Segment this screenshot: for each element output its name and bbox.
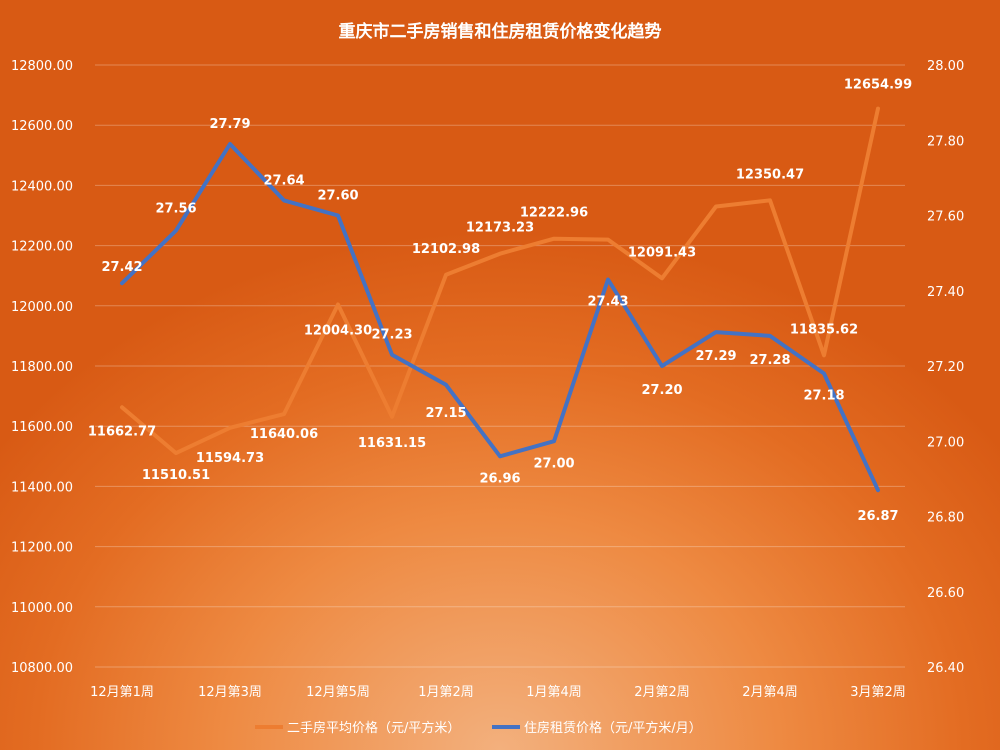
- data-label: 27.60: [317, 189, 358, 204]
- data-label: 11662.77: [88, 424, 156, 439]
- data-label: 27.43: [587, 294, 628, 309]
- y-left-tick-label: 10800.00: [11, 661, 73, 676]
- data-label: 27.64: [263, 173, 304, 188]
- data-label: 12173.23: [466, 221, 534, 236]
- y-right-tick-label: 27.60: [927, 210, 964, 225]
- data-label: 27.00: [533, 456, 574, 471]
- x-tick-label: 2月第4周: [742, 685, 798, 700]
- y-right-tick-label: 27.40: [927, 285, 964, 300]
- y-right-tick-label: 28.00: [927, 59, 964, 74]
- data-label: 12654.99: [844, 78, 912, 93]
- x-tick-label: 12月第5周: [306, 685, 370, 700]
- data-label: 26.87: [857, 509, 898, 524]
- data-label: 27.20: [641, 383, 682, 398]
- data-label: 27.23: [371, 328, 412, 343]
- axis-ticks: 12800.00 12600.00 12400.00 12200.00 12000.00…: [11, 59, 964, 700]
- x-tick-label: 3月第2周: [850, 685, 906, 700]
- data-label: 11640.06: [250, 427, 318, 442]
- x-tick-label: 12月第3周: [198, 685, 262, 700]
- series-line-1: [120, 142, 880, 493]
- data-label: 11594.73: [196, 451, 264, 466]
- series-lines: [120, 106, 880, 493]
- legend-label: 二手房平均价格（元/平方米）: [287, 720, 460, 736]
- data-labels: 11662.77 11510.51 11594.73 11640.06 12004.30…: [88, 78, 912, 525]
- data-label: 27.56: [155, 202, 196, 217]
- y-left-tick-label: 11600.00: [11, 420, 73, 435]
- y-left-tick-label: 11200.00: [11, 541, 73, 556]
- chart-title: 重庆市二手房销售和住房租赁价格变化趋势: [339, 21, 662, 42]
- data-label: 11510.51: [142, 468, 210, 483]
- y-right-tick-label: 26.40: [927, 661, 964, 676]
- y-right-tick-label: 27.00: [927, 435, 964, 450]
- data-label: 12091.43: [628, 245, 696, 260]
- y-left-tick-label: 12800.00: [11, 59, 73, 74]
- data-label: 12004.30: [304, 324, 372, 339]
- y-left-tick-label: 11400.00: [11, 480, 73, 495]
- data-label: 27.18: [803, 389, 844, 404]
- data-label: 11631.15: [358, 436, 426, 451]
- x-tick-label: 1月第4周: [526, 685, 582, 700]
- legend-label: 住房租赁价格（元/平方米/月）: [524, 720, 702, 736]
- series-line-0: [120, 106, 880, 456]
- x-tick-label: 2月第2周: [634, 685, 690, 700]
- data-label: 12350.47: [736, 167, 804, 182]
- data-label: 11835.62: [790, 322, 858, 337]
- data-label: 26.96: [479, 471, 520, 486]
- y-right-tick-label: 27.80: [927, 134, 964, 149]
- data-label: 27.42: [101, 260, 142, 275]
- x-tick-label: 1月第2周: [418, 685, 474, 700]
- legend: 二手房平均价格（元/平方米） 住房租赁价格（元/平方米/月）: [255, 720, 702, 736]
- data-label: 27.79: [209, 117, 250, 132]
- y-left-tick-label: 12000.00: [11, 300, 73, 315]
- y-right-tick-label: 26.60: [927, 586, 964, 601]
- data-label: 12102.98: [412, 242, 480, 257]
- y-left-tick-label: 12400.00: [11, 179, 73, 194]
- data-label: 12222.96: [520, 206, 588, 221]
- data-label: 27.29: [695, 349, 736, 364]
- y-left-tick-label: 11000.00: [11, 601, 73, 616]
- y-left-tick-label: 12600.00: [11, 119, 73, 134]
- data-label: 27.15: [425, 406, 466, 421]
- y-right-tick-label: 26.80: [927, 511, 964, 526]
- data-label: 27.28: [749, 353, 790, 368]
- y-left-tick-label: 12200.00: [11, 240, 73, 255]
- y-left-tick-label: 11800.00: [11, 360, 73, 375]
- y-right-tick-label: 27.20: [927, 360, 964, 375]
- x-tick-label: 12月第1周: [90, 685, 154, 700]
